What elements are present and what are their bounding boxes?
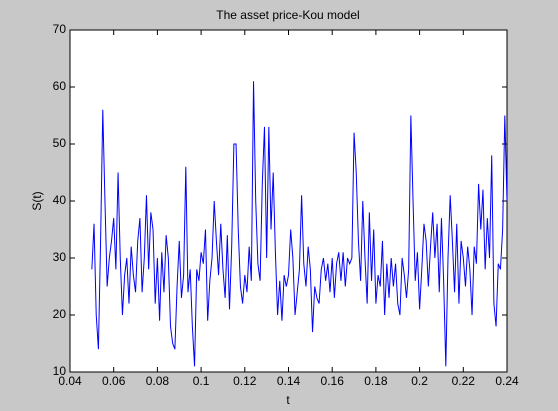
chart-title: The asset price-Kou model <box>216 8 359 22</box>
x-tick-label: 0.22 <box>452 374 476 388</box>
x-tick-label: 0.18 <box>364 374 388 388</box>
y-tick-label: 60 <box>53 79 67 93</box>
x-tick-label: 0.06 <box>102 374 126 388</box>
y-tick-label: 40 <box>53 193 67 207</box>
y-tick-label: 70 <box>53 22 67 36</box>
y-tick-label: 50 <box>53 136 67 150</box>
y-tick-label: 10 <box>53 364 67 378</box>
price-line <box>91 81 508 367</box>
x-tick-label: 0.16 <box>321 374 345 388</box>
x-tick-label: 0.04 <box>58 374 82 388</box>
y-axis-label: S(t) <box>30 191 44 210</box>
y-tick-label: 20 <box>53 307 67 321</box>
x-tick-label: 0.14 <box>277 374 301 388</box>
x-tick-label: 0.1 <box>193 374 210 388</box>
x-axis-label: t <box>286 393 290 407</box>
x-tick-label: 0.24 <box>495 374 519 388</box>
x-tick-label: 0.2 <box>411 374 428 388</box>
x-tick-label: 0.12 <box>233 374 257 388</box>
x-tick-label: 0.08 <box>146 374 170 388</box>
plot-area <box>69 29 508 373</box>
y-tick-label: 30 <box>53 250 67 264</box>
